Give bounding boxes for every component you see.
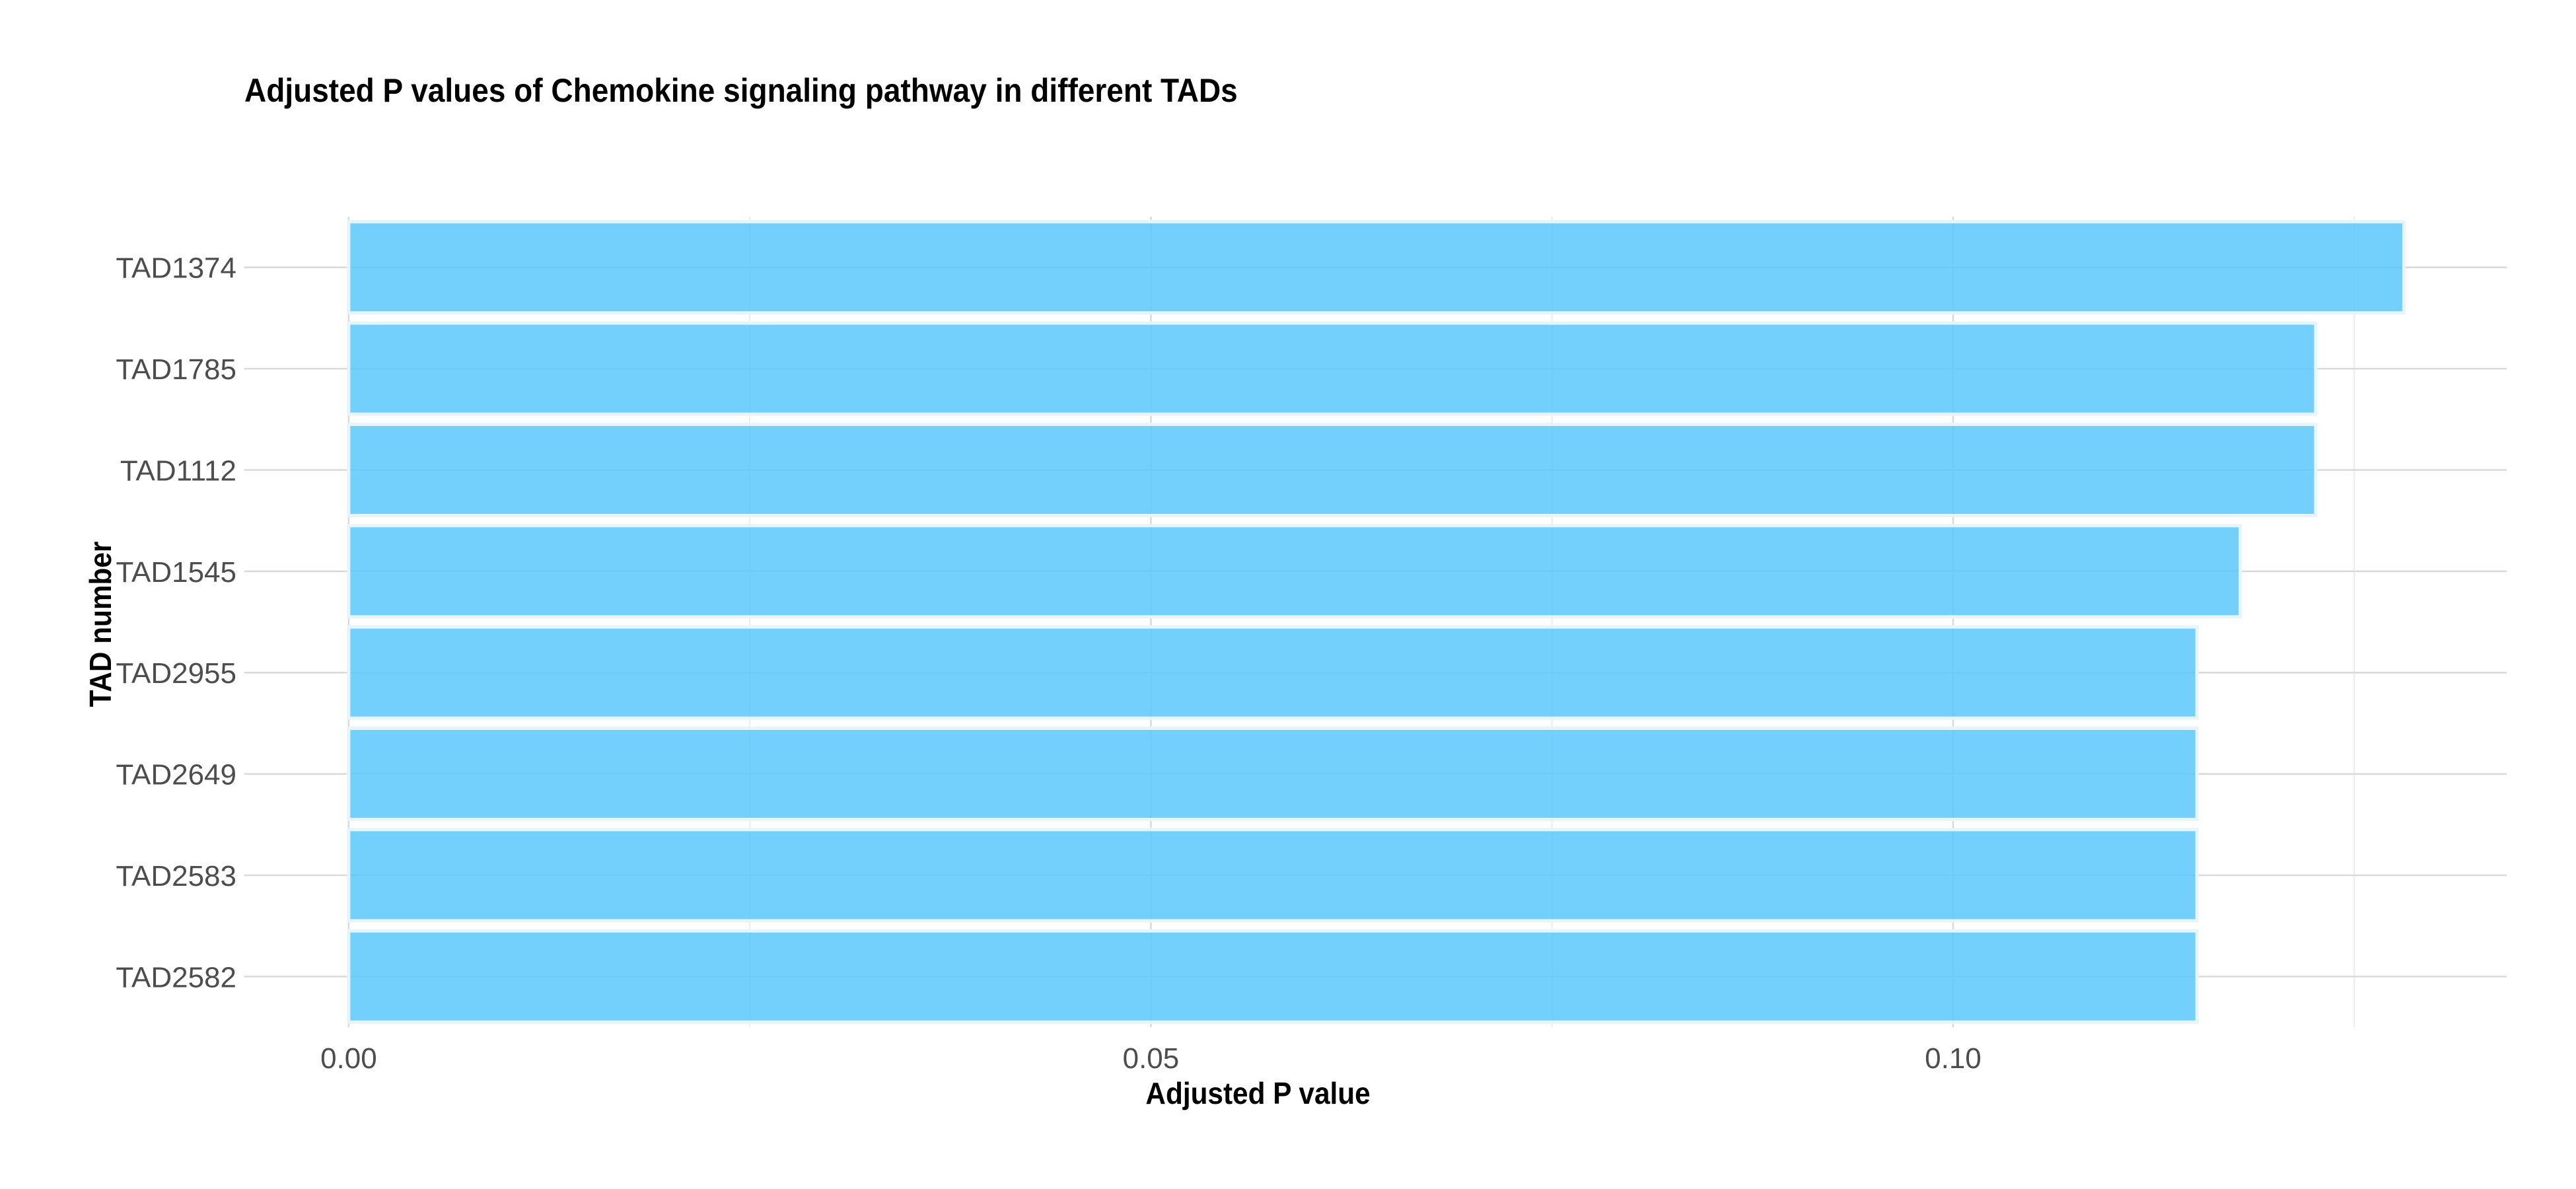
x-tick-label: 0.00 bbox=[320, 1042, 377, 1075]
x-tick-label: 0.05 bbox=[1123, 1042, 1180, 1075]
bar bbox=[347, 727, 2199, 822]
x-tick-label: 0.10 bbox=[1925, 1042, 1982, 1075]
bar bbox=[347, 524, 2242, 619]
bar bbox=[347, 929, 2199, 1024]
bar bbox=[347, 422, 2318, 517]
x-axis-title: Adjusted P value bbox=[1145, 1076, 1371, 1110]
y-tick-label: TAD1785 bbox=[116, 353, 236, 386]
y-axis-title: TAD number bbox=[83, 541, 118, 707]
y-tick-label: TAD1112 bbox=[120, 454, 236, 487]
bar bbox=[347, 321, 2318, 416]
y-tick-label: TAD2955 bbox=[116, 657, 236, 690]
chart-title: Adjusted P values of Chemokine signaling… bbox=[244, 72, 1238, 109]
y-tick-label: TAD2583 bbox=[116, 860, 236, 892]
bar bbox=[347, 220, 2406, 315]
y-tick-label: TAD1545 bbox=[116, 556, 236, 589]
y-tick-label: TAD1374 bbox=[116, 252, 236, 285]
bar bbox=[347, 828, 2199, 923]
bar bbox=[347, 625, 2199, 720]
y-tick-label: TAD2582 bbox=[116, 961, 236, 993]
y-tick-label: TAD2649 bbox=[116, 759, 236, 791]
